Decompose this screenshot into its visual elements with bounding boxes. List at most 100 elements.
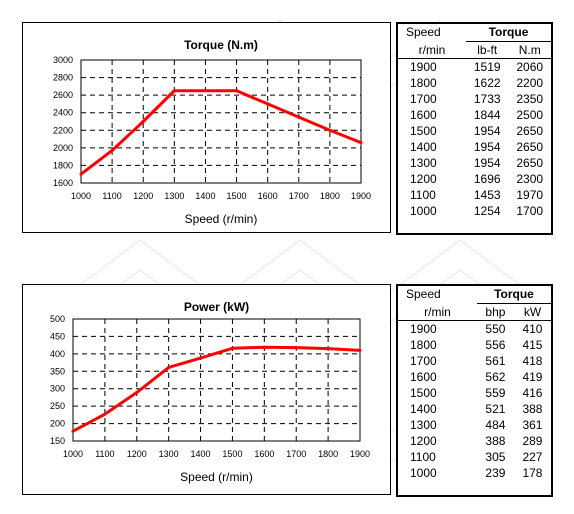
torque-cell: 2060 (516, 60, 544, 74)
power-cell: 1100 (410, 450, 436, 464)
y-tick-label: 200 (50, 419, 65, 429)
torque-cell: 1519 (473, 60, 501, 74)
power-cell: 1400 (410, 402, 437, 416)
y-tick-label: 1800 (53, 160, 73, 170)
x-tick-label: 1600 (258, 191, 278, 201)
torque-cell: 1954 (473, 156, 501, 170)
data-point (203, 89, 207, 93)
unit-kw: kW (513, 303, 551, 321)
torque-cell: 1300 (410, 156, 437, 170)
torque-cell: 1696 (473, 172, 501, 186)
power-cell: 1700 (410, 354, 437, 368)
data-point (326, 347, 330, 351)
table-row: 1300 484 361 (398, 417, 551, 433)
power-cell: 1200 (410, 434, 437, 448)
y-tick-label: 450 (50, 331, 65, 341)
table-row: 1800 1622 2200 (398, 75, 551, 91)
power-group-header: Torque (476, 286, 551, 304)
data-point (235, 89, 239, 93)
x-axis-label: Speed (r/min) (180, 470, 253, 484)
x-tick-label: 1300 (164, 191, 184, 201)
data-point (359, 141, 363, 145)
x-tick-label: 1400 (191, 449, 211, 459)
power-cell: 561 (485, 354, 506, 368)
power-cell: 1500 (410, 386, 437, 400)
torque-cell: 1200 (410, 172, 437, 186)
torque-cell: 2650 (516, 124, 544, 138)
torque-cell: 2350 (516, 92, 544, 106)
torque-cell: 1600 (410, 108, 437, 122)
power-cell: 1000 (410, 466, 437, 480)
power-cell: 550 (485, 322, 506, 336)
data-point (167, 365, 171, 369)
power-cell: 361 (522, 418, 543, 432)
plot-frame (80, 59, 362, 184)
data-point (294, 346, 298, 350)
torque-cell: 1254 (473, 204, 501, 218)
series-line (72, 345, 361, 433)
table-row: 1600 1844 2500 (398, 107, 551, 123)
table-row: 1700 1733 2350 (398, 91, 551, 107)
table-row: 1000 239 178 (398, 465, 551, 481)
power-cell: 1300 (410, 418, 437, 432)
power-cell: 415 (522, 338, 543, 352)
table-row: 1400 1954 2650 (398, 139, 551, 155)
x-tick-label: 1900 (351, 191, 371, 201)
data-point (297, 115, 301, 119)
y-tick-label: 500 (50, 314, 65, 324)
x-tick-label: 1900 (350, 449, 370, 459)
data-point (71, 429, 75, 433)
power-cell: 305 (485, 450, 506, 464)
table-row: 1100 1453 1970 (398, 187, 551, 203)
series-line (80, 89, 362, 176)
power-cell: 410 (522, 322, 543, 336)
y-tick-label: 350 (50, 366, 65, 376)
y-tick-label: 300 (50, 384, 65, 394)
table-row: 1500 1954 2650 (398, 123, 551, 139)
torque-cell: 2650 (516, 140, 544, 154)
data-point (230, 346, 234, 350)
torque-table: Speed Torque r/min lb-ft N.m 1900 1519 206… (396, 22, 553, 235)
y-tick-label: 1600 (53, 178, 73, 188)
power-cell: 388 (485, 434, 506, 448)
y-tick-label: 2600 (53, 90, 73, 100)
data-point (135, 391, 139, 395)
data-point (103, 412, 107, 416)
unit-lbft: lb-ft (465, 41, 509, 59)
torque-cell: 1954 (473, 140, 501, 154)
data-point (141, 120, 145, 123)
power-cell: 239 (485, 466, 506, 480)
power-cell: 1900 (410, 322, 437, 336)
power-cell: 556 (485, 338, 506, 352)
y-tick-label: 2800 (53, 73, 73, 83)
data-point (110, 148, 114, 152)
x-tick-label: 1000 (63, 449, 83, 459)
power-cell: 227 (522, 450, 543, 464)
torque-cell: 2500 (516, 108, 544, 122)
x-tick-label: 1700 (286, 449, 306, 459)
data-point (172, 89, 176, 93)
power-cell: 418 (522, 354, 543, 368)
table-row: 1200 388 289 (398, 433, 551, 449)
power-cell: 419 (522, 370, 543, 384)
x-tick-label: 1200 (127, 449, 147, 459)
x-axis-label: Speed (r/min) (185, 212, 258, 226)
power-cell: 289 (522, 434, 543, 448)
power-cell: 484 (485, 418, 506, 432)
torque-cell: 1733 (473, 92, 501, 106)
x-tick-label: 1700 (289, 191, 309, 201)
data-point (262, 345, 266, 349)
power-table: Speed Torque r/min bhp kW 1900 550 410 1800… (396, 284, 553, 497)
data-point (328, 128, 332, 132)
power-cell: 388 (522, 402, 543, 416)
y-tick-label: 250 (50, 401, 65, 411)
data-point (79, 172, 83, 176)
torque-cell: 1800 (410, 76, 437, 90)
x-tick-label: 1200 (133, 191, 153, 201)
torque-cell: 1100 (410, 188, 436, 202)
torque-cell: 1622 (473, 76, 501, 90)
torque-chart-panel: Torque (N.m) 1600 1800 2000 2200 2400 2600 2800… (22, 22, 391, 233)
unit-nm: N.m (508, 41, 551, 59)
torque-cell: 1453 (473, 188, 501, 202)
power-cell: 416 (522, 386, 543, 400)
